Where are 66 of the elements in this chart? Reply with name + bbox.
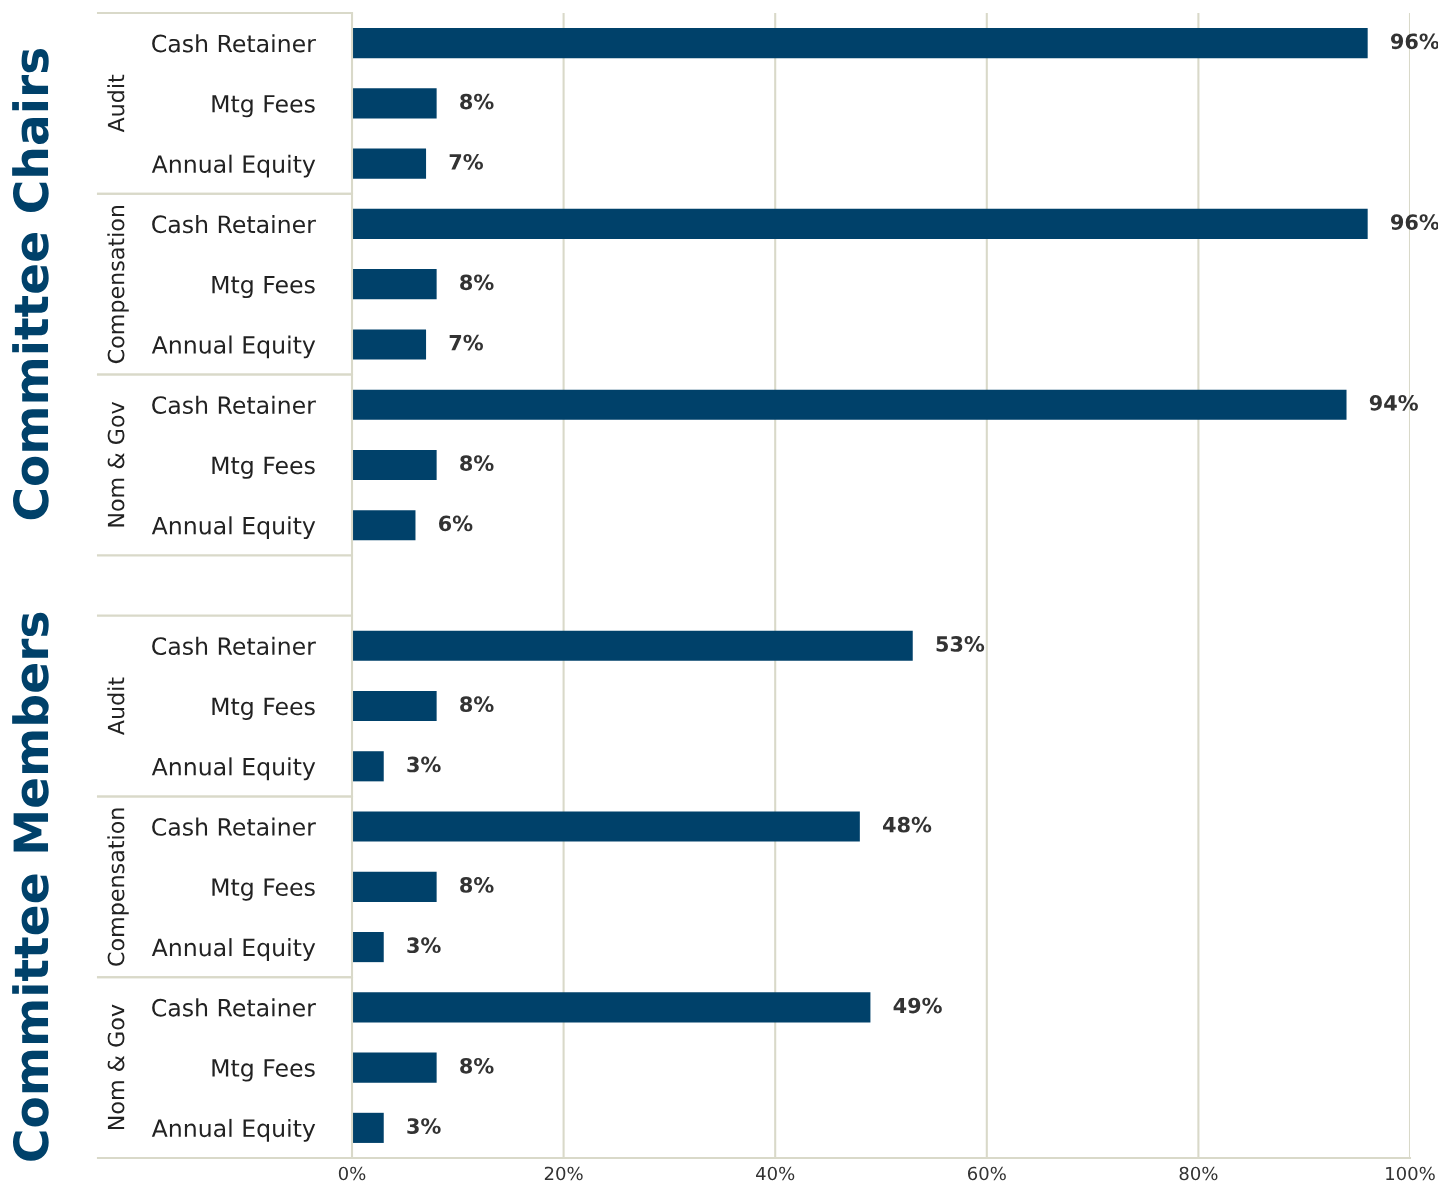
data-label: 94%	[1369, 395, 1418, 411]
bar	[352, 811, 860, 842]
bar	[352, 88, 437, 119]
text: Compensation	[107, 205, 129, 364]
bar	[352, 208, 1368, 239]
bar	[352, 269, 437, 300]
y-tick-label: Cash Retainer	[152, 636, 316, 656]
data-label: 8%	[460, 455, 494, 472]
data-label: 8%	[460, 93, 494, 110]
data-label: 7%	[449, 334, 483, 351]
bar	[352, 148, 427, 179]
y-tick-label: Cash Retainer	[152, 817, 316, 836]
bar	[352, 992, 871, 1023]
x-tick-label: 0%	[338, 1166, 366, 1181]
y-tick-label: Annual Equity	[151, 938, 316, 961]
x-tick-label: 20%	[544, 1166, 583, 1181]
y-tick-label: Mtg Fees	[212, 456, 315, 479]
y-tick-label: Cash Retainer	[152, 395, 316, 415]
bar	[352, 630, 913, 661]
x-tick-label: 60%	[968, 1166, 1006, 1181]
y-tick-label: Mtg Fees	[212, 95, 315, 118]
y-tick-label: Annual Equity	[151, 154, 316, 178]
bar	[352, 449, 437, 481]
bar	[352, 690, 437, 722]
bar	[352, 1112, 384, 1143]
data-label: 48%	[883, 816, 932, 833]
bar	[352, 871, 437, 902]
y-tick-label: Annual Equity	[151, 516, 316, 540]
text: Nom & Gov	[107, 1004, 125, 1130]
text: Audit	[107, 74, 125, 133]
y-tick-label: Mtg Fees	[212, 275, 315, 299]
text: Nom & Gov	[107, 401, 125, 527]
data-label: 49%	[893, 997, 942, 1014]
bar	[352, 510, 416, 541]
text: Compensation	[107, 808, 129, 966]
data-label: 3%	[407, 1118, 441, 1134]
y-tick-label: Cash Retainer	[152, 34, 316, 53]
bar	[352, 1052, 437, 1083]
data-label: 3%	[407, 937, 441, 954]
bar	[352, 932, 384, 963]
text: Committee Members	[12, 612, 49, 1161]
data-label: 7%	[449, 153, 483, 170]
y-tick-label: Mtg Fees	[212, 878, 315, 901]
data-label: 8%	[460, 1057, 494, 1074]
y-tick-label: Annual Equity	[151, 335, 316, 359]
data-label: 8%	[460, 274, 494, 291]
x-tick-label: 100%	[1386, 1166, 1435, 1181]
data-label: 3%	[407, 756, 441, 773]
text: Committee Chairs	[12, 48, 49, 520]
y-tick-label: Cash Retainer	[152, 998, 316, 1017]
data-label: 8%	[460, 877, 494, 893]
bar	[352, 28, 1368, 59]
bar	[352, 329, 427, 360]
x-tick-label: 40%	[756, 1166, 795, 1181]
y-tick-label: Mtg Fees	[212, 697, 315, 720]
y-tick-label: Mtg Fees	[212, 1059, 315, 1082]
y-tick-label: Cash Retainer	[152, 214, 316, 234]
y-tick-label: Annual Equity	[151, 757, 316, 781]
data-label: 8%	[460, 696, 494, 713]
data-label: 6%	[438, 515, 473, 532]
bar	[352, 751, 384, 782]
text: Audit	[107, 677, 125, 735]
x-tick-label: 80%	[1179, 1166, 1218, 1181]
data-label: 53%	[936, 636, 985, 652]
y-tick-label: Annual Equity	[151, 1118, 316, 1142]
bar	[352, 389, 1347, 420]
